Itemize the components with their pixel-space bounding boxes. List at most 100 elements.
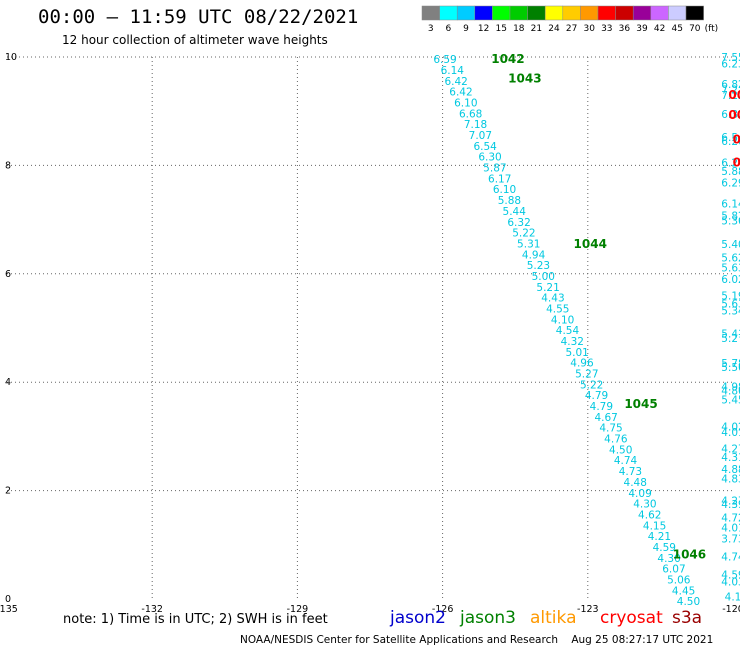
data-point-label: 5.06: [667, 574, 691, 586]
legend-swatch: [668, 5, 687, 21]
legend-unit: (ft): [705, 24, 719, 34]
data-point-label: 5.22: [512, 228, 535, 240]
data-point-label: 4.86: [721, 385, 740, 397]
data-point-label: 4.73: [619, 466, 642, 478]
legend-label: 36: [619, 24, 631, 34]
y-tick-label: 6: [5, 269, 11, 280]
data-point-label: 4.15: [643, 520, 666, 532]
data-point-label: 7.22: [721, 90, 740, 102]
data-point-label: 4.30: [657, 553, 680, 565]
y-tick-label: 0: [5, 594, 11, 605]
legend-label: 70: [689, 24, 701, 34]
x-tick-label: -129: [287, 604, 309, 615]
data-point-label: 5.45: [721, 395, 740, 407]
legend-swatch: [685, 5, 704, 21]
legend-label: 18: [513, 24, 525, 34]
legend-label: 24: [548, 24, 560, 34]
legend-label: 30: [583, 24, 595, 34]
legend-swatch: [597, 5, 616, 21]
data-point-label: 5.21: [536, 282, 559, 294]
data-point-label: 5.78: [721, 358, 740, 370]
data-point-label: 4.1: [725, 591, 740, 603]
data-point-label: 4.32: [561, 336, 584, 348]
data-point-label: 6.02: [721, 274, 740, 286]
data-point-label: 4.74: [614, 455, 638, 467]
legend-swatch: [650, 5, 669, 21]
data-point-label: 6.27: [721, 158, 740, 170]
data-point-label: 1045: [624, 397, 657, 411]
data-point-label: 5.27: [575, 369, 598, 381]
data-point-label: 6.23: [721, 59, 740, 71]
data-point-label: 4.59: [721, 570, 740, 582]
legend-label: 42: [654, 24, 665, 34]
data-point-label: 4.75: [599, 423, 622, 435]
data-point-label: 4.55: [546, 303, 569, 315]
legend-swatch: [439, 5, 458, 21]
data-point-label: 6.10: [493, 184, 516, 196]
data-point-label: 5.87: [483, 163, 506, 175]
legend-label: 45: [671, 24, 682, 34]
data-point-label: 1042: [491, 52, 524, 66]
data-point-label: 5.41: [721, 328, 740, 340]
data-point-label: 5.88: [498, 195, 521, 207]
y-tick-label: 8: [5, 160, 11, 171]
legend-label: 15: [495, 24, 506, 34]
footer-credit: NOAA/NESDIS Center for Satellite Applica…: [240, 634, 714, 646]
data-point-label: 6.30: [478, 152, 501, 164]
data-point-label: 4.79: [590, 401, 613, 413]
data-point-label: 6.82: [721, 79, 740, 91]
satellite-s3a: s3a: [672, 608, 703, 628]
legend-swatch: [632, 5, 652, 21]
data-point-label: 6.59: [433, 54, 456, 66]
data-point-label: 6.14: [721, 198, 740, 210]
data-point-label: 4.79: [585, 390, 608, 402]
y-tick-label: 10: [5, 52, 17, 63]
legend-label: 39: [636, 24, 648, 34]
data-point-label: 5.23: [527, 260, 550, 272]
data-point-label: 5.31: [517, 238, 540, 250]
data-point-label: 5.27: [721, 333, 740, 345]
legend-swatch: [421, 5, 440, 21]
y-tick-label: 2: [5, 486, 11, 497]
data-point-label: 000: [733, 156, 740, 170]
data-point-label: 5.88: [721, 166, 740, 178]
data-point-label: 6.54: [721, 132, 740, 144]
data-point-label: 5.62: [721, 253, 740, 265]
data-point-label: 4.94: [522, 249, 546, 261]
footer-note: note: 1) Time is in UTC; 2) SWH is in fe…: [63, 612, 328, 627]
data-point-label: 0003: [728, 108, 740, 122]
data-point-label: 5.01: [565, 347, 588, 359]
data-point-label: 5.44: [503, 206, 527, 218]
data-point-label: 6.14: [441, 65, 465, 77]
legend-swatch: [492, 5, 511, 21]
data-point-label: 7.55: [721, 52, 740, 64]
legend-label: 27: [566, 24, 577, 34]
data-point-label: 6.26: [721, 136, 740, 148]
legend-label: 33: [601, 24, 612, 34]
data-point-label: 4.30: [633, 499, 656, 511]
data-marks: 6.596.146.426.426.106.687.187.076.546.30…: [433, 52, 740, 608]
legend: 3 6 9 12 15 18 21 24 27 30 33 36 39 42 45 70 (ft): [421, 5, 719, 34]
chart-title: 00:00 – 11:59 UTC 08/22/2021: [38, 6, 359, 28]
legend-label: 21: [531, 24, 542, 34]
data-point-label: 5.63: [721, 299, 740, 311]
data-point-label: 6.42: [444, 76, 467, 88]
data-point-label: 4.54: [556, 325, 580, 337]
data-point-label: 5.56: [721, 362, 740, 374]
data-point-label: 4.27: [721, 443, 740, 455]
legend-swatch: [509, 5, 528, 21]
data-point-label: 6.32: [507, 217, 530, 229]
x-tick-label: -123: [577, 604, 599, 615]
legend-label: 3: [428, 24, 434, 34]
legend-label: 12: [478, 24, 489, 34]
data-point-label: 4.48: [624, 477, 647, 489]
data-point-label: 4.74: [721, 552, 740, 564]
data-point-label: 4.96: [570, 358, 594, 370]
x-tick-label: -132: [141, 604, 163, 615]
data-point-label: 4.62: [638, 509, 661, 521]
legend-swatch: [456, 5, 476, 21]
chart-subtitle: 12 hour collection of altimeter wave hei…: [62, 33, 328, 47]
legend-swatch: [544, 5, 564, 21]
data-point-label: 5.34: [721, 306, 740, 318]
